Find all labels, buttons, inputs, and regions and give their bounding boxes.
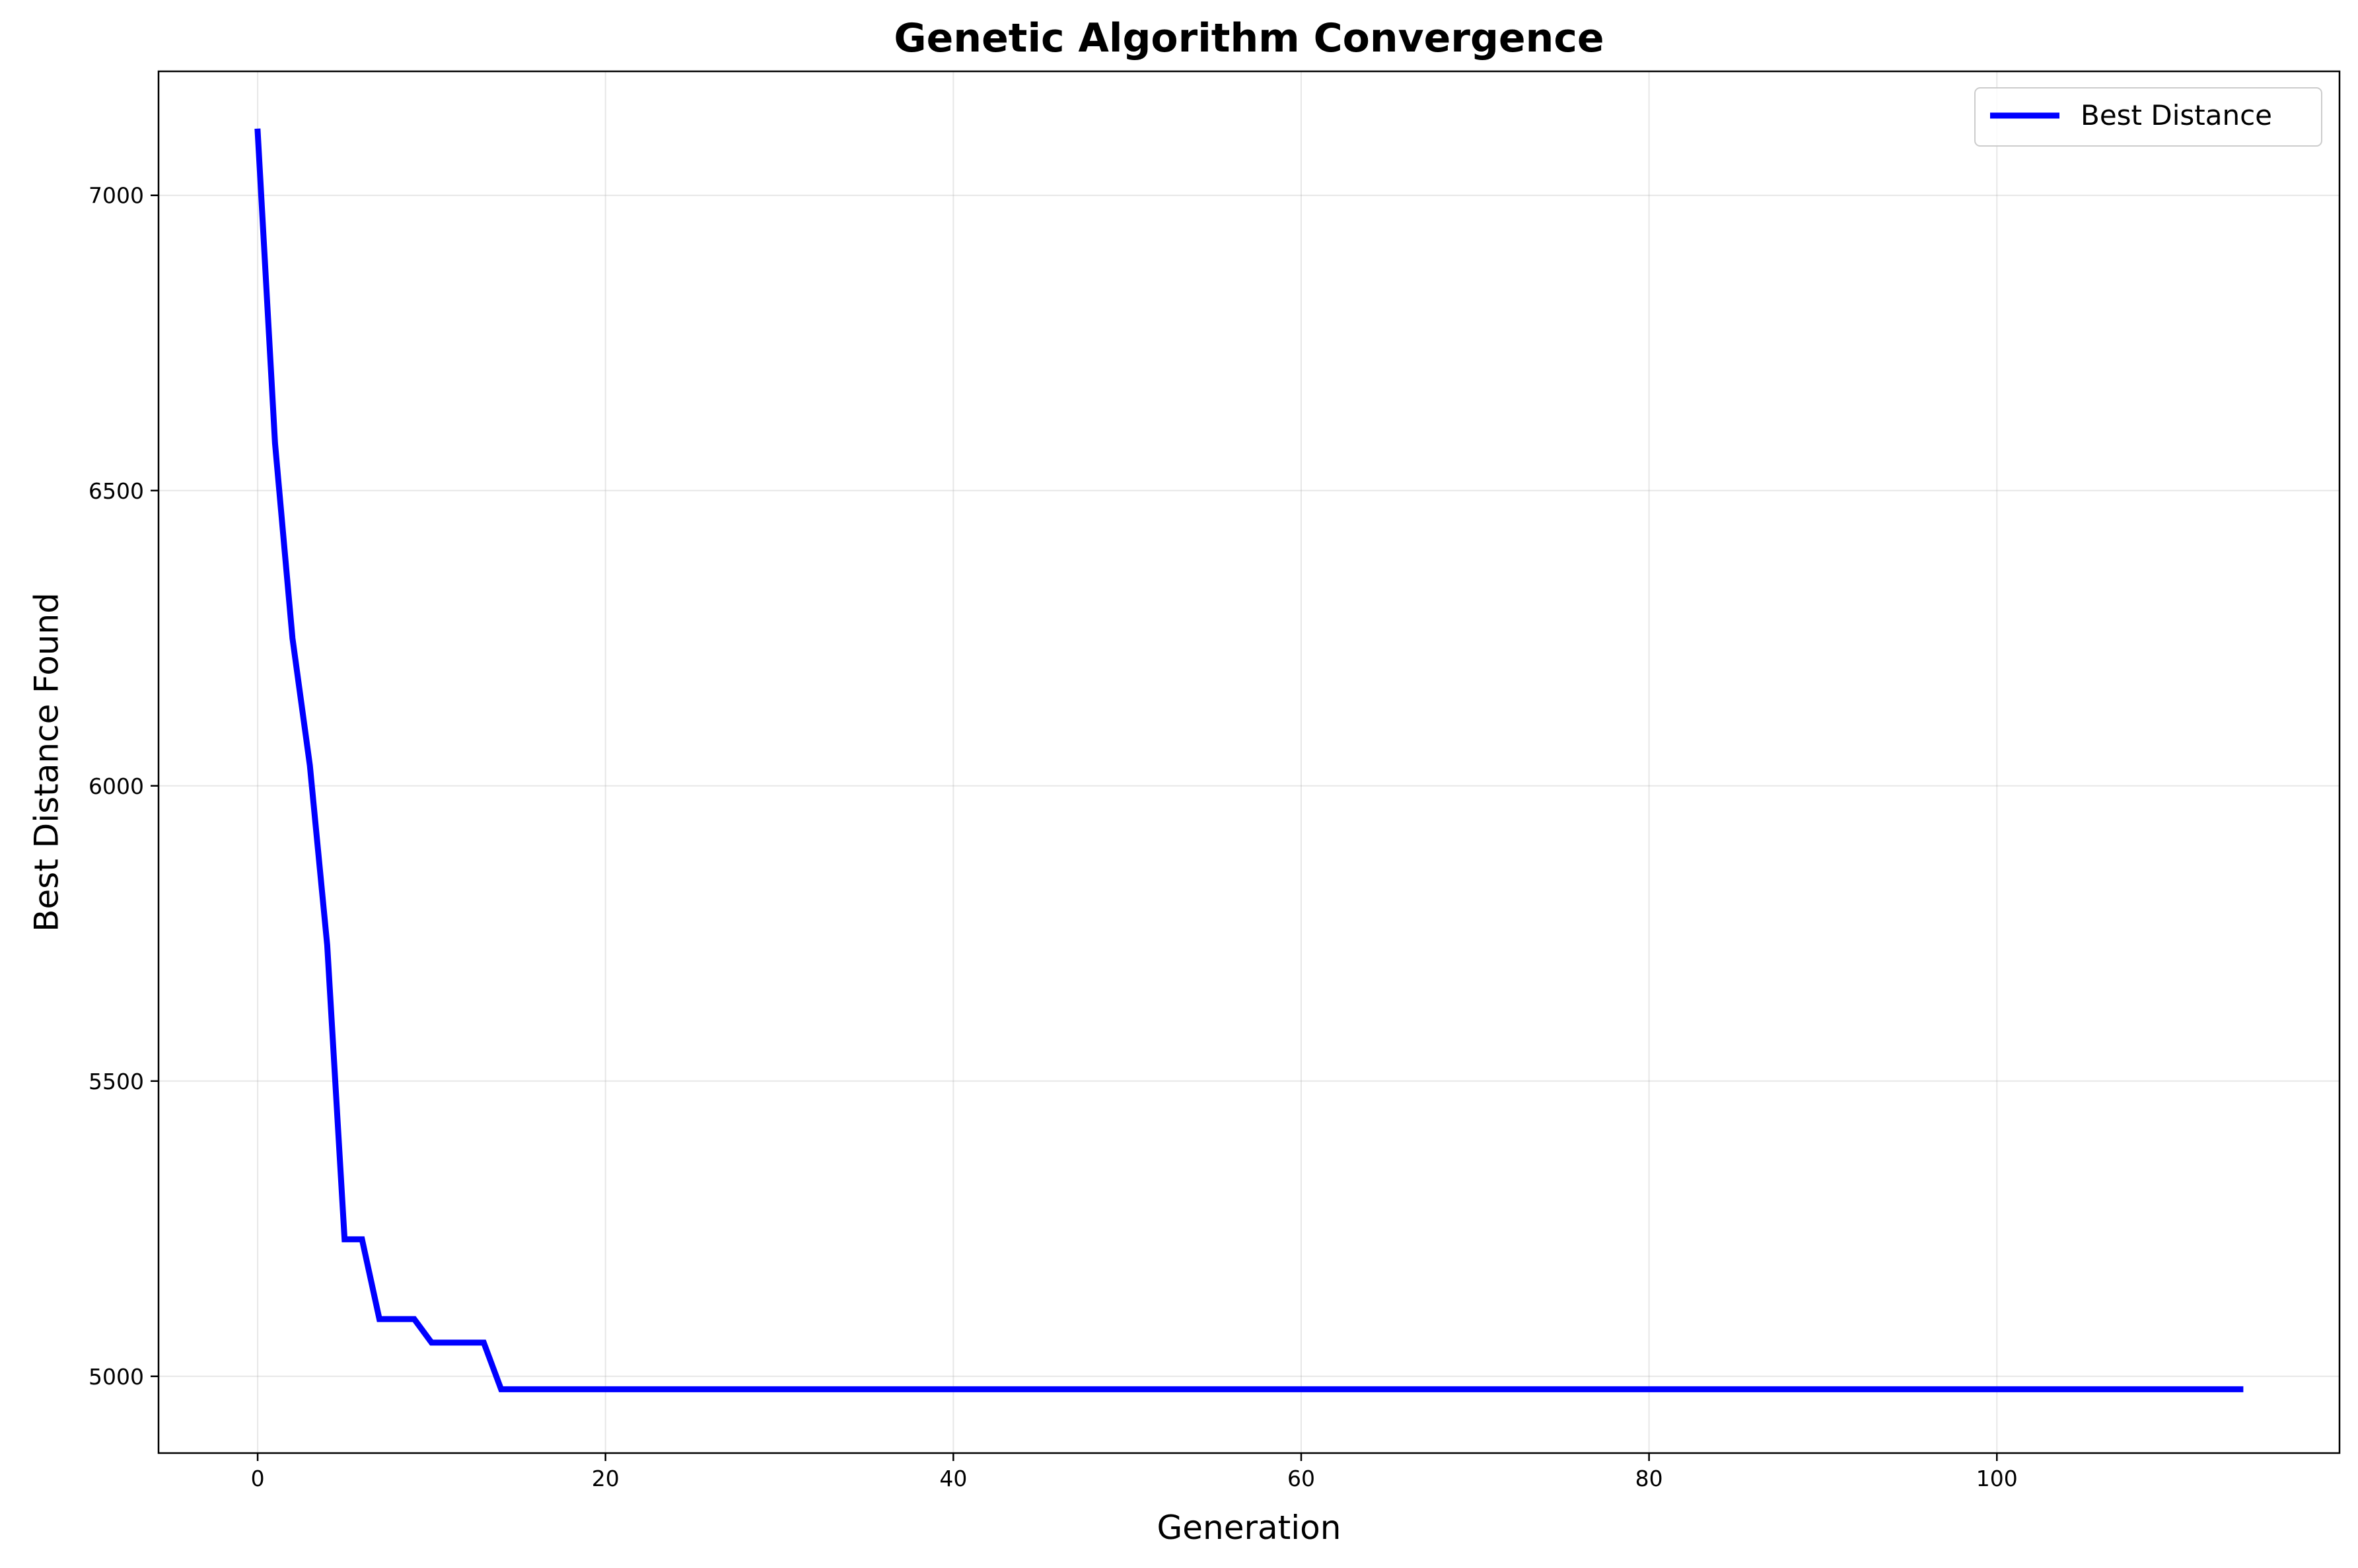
y-axis-ticks: 5000 5500 6000 6500 7000 (89, 183, 159, 1390)
x-tick-label: 20 (592, 1466, 620, 1491)
series-line-best-distance (254, 128, 2244, 1392)
y-tick-label: 7000 (89, 183, 144, 209)
x-tick-label: 60 (1287, 1466, 1315, 1491)
legend-label: Best Distance (2081, 99, 2272, 131)
plot-frame (157, 70, 2341, 1454)
y-tick-label: 6500 (89, 478, 144, 504)
y-axis-label: Best Distance Found (28, 592, 66, 932)
y-tick-label: 6000 (89, 773, 144, 799)
x-tick-label: 0 (251, 1466, 265, 1491)
series-layer (254, 128, 2244, 1392)
grid-lines (159, 71, 2340, 1453)
x-tick-label: 40 (939, 1466, 967, 1491)
legend: Best Distance (1974, 87, 2322, 147)
chart-title: Genetic Algorithm Convergence (894, 15, 1604, 61)
y-tick-label: 5000 (89, 1364, 144, 1390)
legend-box (1974, 87, 2322, 147)
x-tick-label: 100 (1976, 1466, 2018, 1491)
x-axis-ticks: 0 20 40 60 80 100 (251, 1453, 2018, 1491)
x-axis-label: Generation (1157, 1509, 1341, 1547)
x-tick-label: 80 (1635, 1466, 1663, 1491)
y-tick-label: 5500 (89, 1069, 144, 1094)
